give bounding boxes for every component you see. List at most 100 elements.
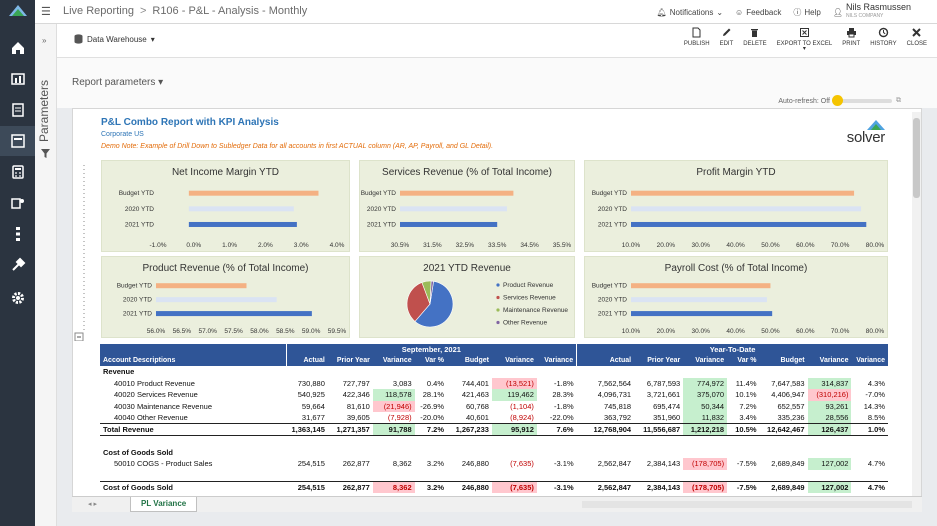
database-icon [74, 34, 83, 44]
legend-swatch [496, 295, 500, 300]
publish-button[interactable]: PUBLISH [684, 27, 710, 51]
table-row[interactable]: 40010 Product Revenue 730,880 727,797 3,083… [100, 377, 888, 389]
column-header: Variance [851, 355, 888, 366]
value-cell: 2,689,849 [771, 459, 805, 469]
value-cell[interactable]: 745,818 [603, 401, 632, 411]
table-row[interactable]: 50010 COGS - Product Sales 254,515 262,877… [100, 458, 888, 470]
legend-label: Other Revenue [503, 320, 547, 327]
dashboard-icon[interactable] [0, 64, 35, 94]
value-cell: 95,912 [491, 423, 537, 435]
horizontal-scrollbar[interactable] [582, 501, 912, 508]
history-button[interactable]: HISTORY [870, 27, 897, 51]
value-cell[interactable]: 59,664 [301, 401, 325, 411]
value-cell[interactable]: 254,515 [286, 480, 328, 493]
expand-parameters-icon[interactable]: » [42, 36, 47, 45]
value-cell: 11,556,687 [634, 423, 684, 435]
external-link-icon[interactable]: ⧉ [896, 97, 901, 104]
value-cell: 422,346 [342, 390, 370, 400]
value-cell: 127,002 [807, 480, 852, 493]
value-cell[interactable]: 2,562,847 [576, 480, 635, 493]
auto-refresh-slider[interactable] [832, 95, 892, 106]
scroll-thumb[interactable] [913, 118, 920, 198]
filter-icon[interactable] [40, 148, 51, 159]
tick-label: 20.0% [657, 328, 676, 335]
export-label: EXPORT TO EXCEL [776, 41, 833, 47]
table-row[interactable]: Cost of Goods Sold 254,515 262,877 8,362 3.2… [100, 480, 888, 493]
breadcrumb-live-reporting[interactable]: Live Reporting [63, 5, 134, 17]
table-row[interactable] [100, 434, 888, 447]
value-cell: 60,768 [466, 401, 489, 411]
hierarchy-icon[interactable] [0, 219, 35, 249]
budget-icon[interactable] [0, 157, 35, 187]
edit-button[interactable]: EDIT [720, 27, 733, 51]
row-label: 50010 COGS - Product Sales [114, 459, 213, 469]
tick-label: 3.0% [294, 242, 309, 249]
table-row[interactable]: 40020 Services Revenue 540,925 422,346 118,… [100, 389, 888, 401]
value-cell[interactable]: 363,792 [603, 413, 632, 422]
parameters-label[interactable]: Parameters [37, 79, 51, 143]
home-icon[interactable] [0, 33, 35, 63]
vertical-scrollbar[interactable] [912, 112, 921, 497]
help-button[interactable]: ⓘ Help [793, 7, 820, 18]
header-blank [100, 344, 287, 355]
chevron-down-icon: ▾ [150, 34, 155, 44]
user-icon: 👤︎ [832, 7, 843, 17]
chart-3: Product Revenue (% of Total Income) Budge… [101, 256, 350, 338]
delete-button[interactable]: DELETE [743, 27, 767, 51]
tick-label: 80.0% [866, 328, 885, 335]
bar [156, 297, 277, 303]
export-to-excel-button[interactable]: EXPORT TO EXCEL ▾ [776, 27, 833, 52]
value-cell: 7.2% [739, 401, 757, 411]
value-cell: 262,877 [342, 459, 370, 469]
value-cell[interactable]: 540,925 [297, 390, 325, 400]
value-cell: 246,880 [461, 459, 489, 469]
sheet-tab-pl-variance[interactable]: PL Variance [130, 497, 198, 512]
value-cell: 3,721,661 [646, 390, 681, 400]
value-cell: 695,474 [653, 401, 681, 411]
value-cell: 127,002 [807, 458, 852, 470]
column-header: Variance [491, 355, 537, 366]
reports-icon[interactable] [0, 95, 35, 125]
value-cell: (7,635) [491, 480, 537, 493]
user-avatar[interactable]: 👤︎ Nils Rasmussen NILS COMPANY [833, 3, 925, 21]
report-viewer-icon[interactable] [0, 126, 35, 156]
value-cell: (8,924) [510, 413, 534, 422]
notifications-button[interactable]: 🔔︎ Notifications ⌄ [657, 8, 723, 17]
feedback-button[interactable]: ☺ Feedback [735, 8, 781, 17]
value-cell[interactable]: 4,096,731 [597, 390, 632, 400]
value-cell: 262,877 [327, 480, 373, 493]
table-row[interactable]: 40030 Maintenance Revenue 59,664 81,610 (21… [100, 400, 888, 412]
bar [400, 190, 514, 196]
close-button[interactable]: CLOSE [907, 27, 927, 51]
value-cell[interactable]: 31,677 [301, 413, 325, 422]
tools-icon[interactable] [0, 250, 35, 280]
value-cell: -7.5% [736, 459, 757, 469]
table-row[interactable]: Revenue [100, 366, 888, 378]
section-label: Revenue [103, 367, 135, 377]
table-row[interactable]: 40040 Other Revenue 31,677 39,605 (7,928) -2… [100, 412, 888, 424]
settings-icon[interactable] [0, 283, 35, 313]
slider-knob[interactable] [832, 95, 843, 106]
table-row[interactable] [100, 470, 888, 482]
tick-label: 56.0% [147, 328, 166, 335]
data-source-select[interactable]: Data Warehouse ▾ [74, 34, 155, 44]
value-cell[interactable]: 1,363,145 [286, 423, 328, 435]
tick-label: 70.0% [831, 242, 850, 249]
value-cell[interactable]: 2,562,847 [597, 459, 632, 469]
auto-refresh-label: Auto-refresh: Off [778, 97, 830, 105]
hamburger-icon[interactable]: ☰ [41, 6, 51, 18]
value-cell[interactable]: 12,768,904 [576, 423, 635, 435]
row-label: 40010 Product Revenue [114, 378, 195, 388]
sheet-nav[interactable]: ◂ ▸ [88, 501, 97, 508]
value-cell[interactable]: 254,515 [297, 459, 325, 469]
table-row[interactable]: Cost of Goods Sold [100, 447, 888, 459]
help-icon: ⓘ [793, 7, 802, 17]
report-parameters-toggle[interactable]: Report parameters ▾ [72, 77, 163, 88]
value-cell: 4.7% [867, 459, 885, 469]
print-button[interactable]: PRINT [842, 27, 860, 51]
data-icon[interactable] [0, 188, 35, 218]
value-cell[interactable]: 730,880 [297, 378, 325, 388]
table-row[interactable]: Total Revenue 1,363,145 1,271,357 91,788 7.2… [100, 423, 888, 435]
value-cell: 0.4% [426, 378, 445, 388]
value-cell[interactable]: 7,562,564 [597, 378, 632, 388]
